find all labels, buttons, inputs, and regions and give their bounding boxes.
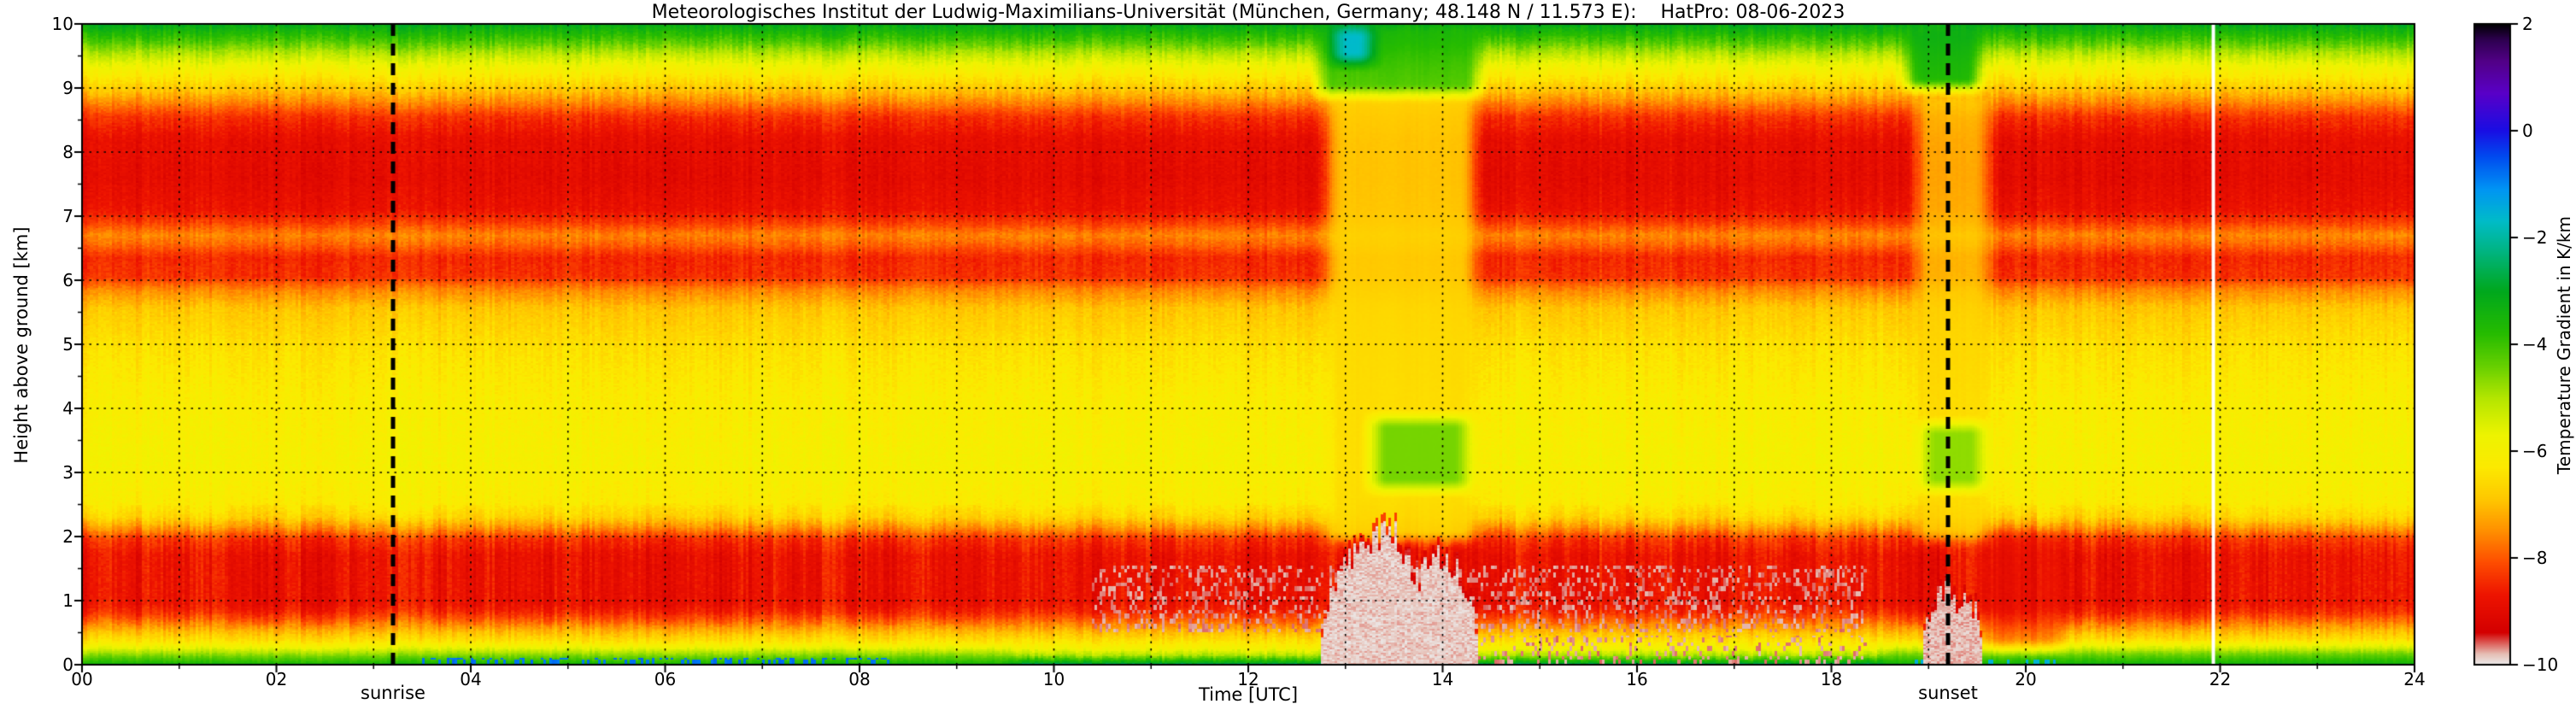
y-tick-label: 2 [62, 526, 73, 547]
colorbar-tick-label: −2 [2522, 227, 2548, 248]
y-axis-label: Height above ground [km] [11, 226, 32, 464]
y-tick-label: 0 [62, 654, 73, 675]
y-tick-label: 4 [62, 398, 73, 419]
y-tick-label: 7 [62, 206, 73, 226]
x-tick-label: 24 [2403, 669, 2426, 689]
colorbar-tick-label: −6 [2522, 441, 2548, 461]
x-tick-label: 14 [1431, 669, 1454, 689]
y-tick-label: 1 [62, 590, 73, 611]
x-tick-label: 20 [2015, 669, 2037, 689]
y-tick-label: 5 [62, 334, 73, 355]
x-tick-label: 10 [1042, 669, 1065, 689]
x-tick-label: 16 [1626, 669, 1648, 689]
colorbar-tick-label: −8 [2522, 548, 2548, 568]
x-tick-label: 22 [2209, 669, 2232, 689]
y-tick-label: 3 [62, 462, 73, 483]
x-tick-label: 12 [1237, 669, 1259, 689]
sunrise-label: sunrise [361, 683, 425, 703]
x-tick-label: 18 [1820, 669, 1843, 689]
colorbar-tick-label: 2 [2522, 14, 2533, 34]
x-tick-label: 04 [460, 669, 482, 689]
x-tick-label: 08 [848, 669, 871, 689]
x-tick-label: 06 [654, 669, 677, 689]
y-tick-label: 9 [62, 78, 73, 98]
x-tick-label: 00 [71, 669, 93, 689]
colorbar-tick-label: −4 [2522, 334, 2548, 355]
x-axis-label: Time [UTC] [1198, 684, 1299, 704]
y-tick-label: 10 [51, 14, 73, 34]
sunset-label: sunset [1918, 683, 1978, 703]
y-tick-label: 6 [62, 270, 73, 290]
y-tick-label: 8 [62, 142, 73, 162]
colorbar-tick-label: −10 [2522, 654, 2559, 675]
x-tick-label: 02 [265, 669, 288, 689]
colorbar-tick-label: 0 [2522, 120, 2533, 141]
chart-title: Meteorologisches Institut der Ludwig-Max… [651, 2, 1845, 23]
